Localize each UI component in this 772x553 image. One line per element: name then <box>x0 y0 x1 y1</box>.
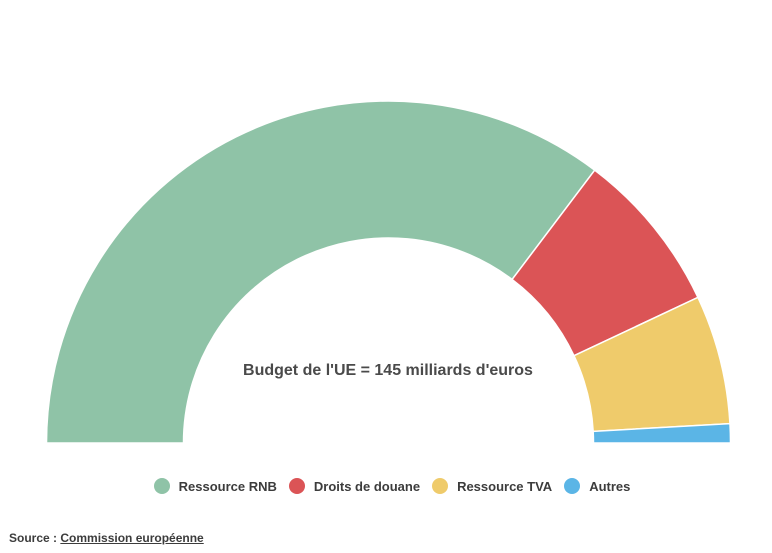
source-link[interactable]: Commission européenne <box>60 531 204 545</box>
legend-marker <box>432 478 449 494</box>
legend: Ressource RNB Droits de douane Ressource T… <box>0 478 772 494</box>
legend-label: Autres <box>589 478 631 494</box>
slice-ressource-rnb[interactable] <box>45 100 596 444</box>
semi-donut-chart <box>45 100 732 444</box>
legend-label: Droits de douane <box>313 478 421 494</box>
legend-item-ressource-rnb[interactable]: Ressource RNB <box>153 478 277 494</box>
legend-item-droits-de-douane[interactable]: Droits de douane <box>288 478 421 494</box>
legend-marker <box>288 478 305 494</box>
center-label: Budget de l'UE = 145 milliards d'euros <box>243 362 533 379</box>
slice-autres[interactable] <box>592 422 732 444</box>
legend-marker <box>564 478 581 494</box>
source-line: Source : Commission européenne <box>9 531 204 545</box>
legend-label: Ressource RNB <box>178 478 277 494</box>
legend-label: Ressource TVA <box>457 478 553 494</box>
legend-item-ressource-tva[interactable]: Ressource TVA <box>432 478 552 494</box>
legend-item-autres[interactable]: Autres <box>564 478 630 494</box>
legend-marker <box>153 478 170 494</box>
source-prefix: Source : <box>9 531 61 545</box>
